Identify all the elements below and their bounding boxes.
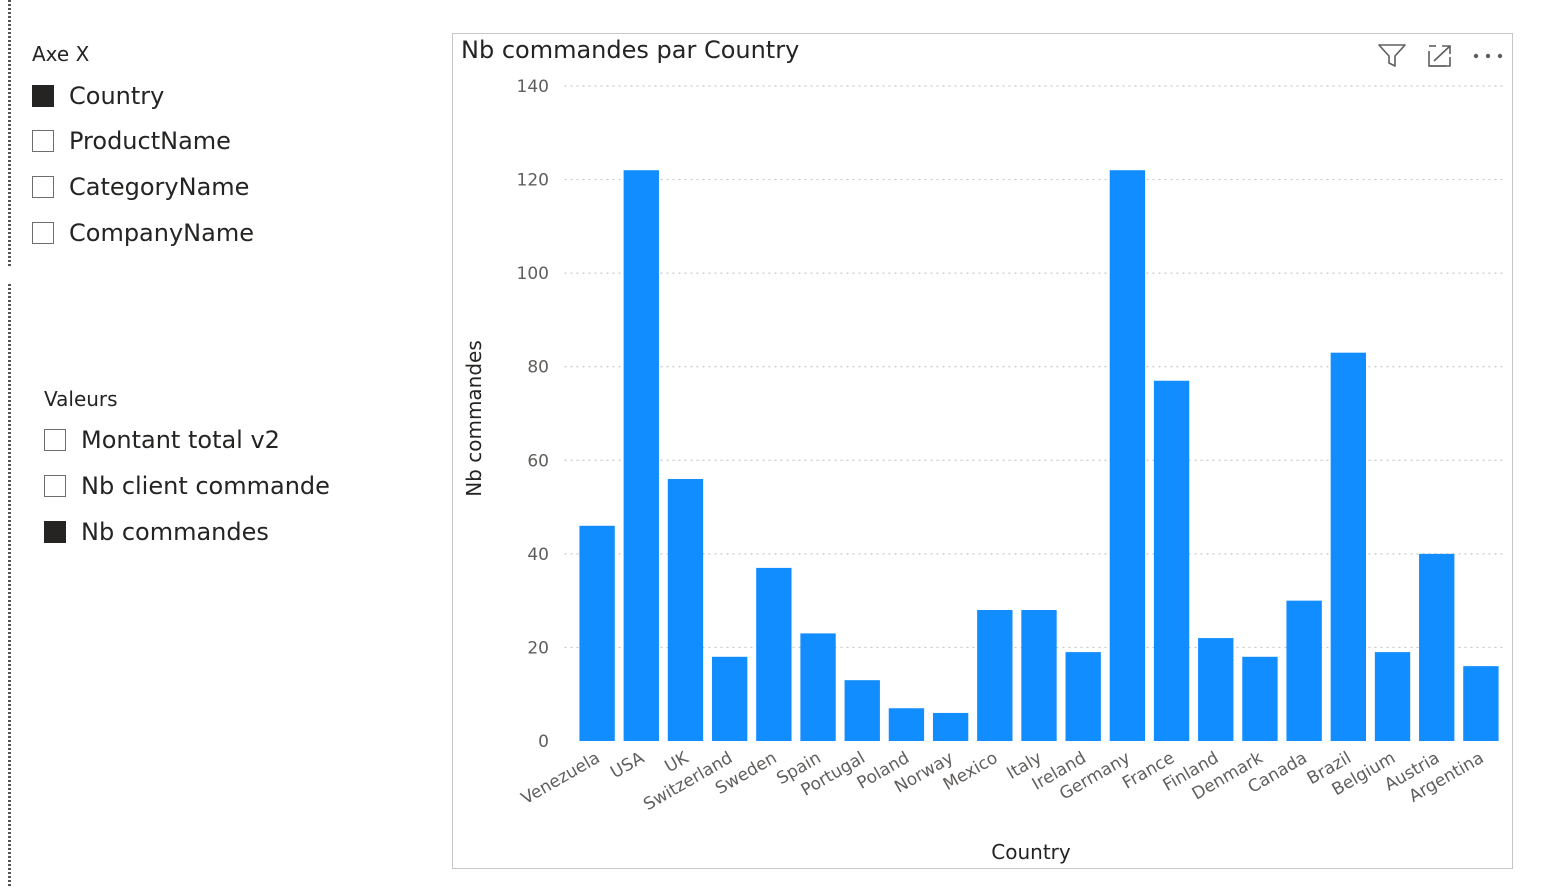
bar xyxy=(1419,553,1455,741)
bar xyxy=(1153,380,1190,741)
value-option-montant-total[interactable]: Montant total v2 xyxy=(44,426,280,454)
axis-companyname-checkbox[interactable] xyxy=(32,222,54,244)
value-option-label: Nb commandes xyxy=(81,518,269,546)
value-option-label: Montant total v2 xyxy=(81,426,280,454)
axis-option-country[interactable]: Country xyxy=(32,82,164,110)
page-border-dotted xyxy=(8,0,11,887)
value-montant-total-checkbox[interactable] xyxy=(44,429,66,451)
axis-productname-checkbox[interactable] xyxy=(32,130,54,152)
bar xyxy=(756,567,792,741)
axis-option-categoryname[interactable]: CategoryName xyxy=(32,173,249,201)
y-tick-label: 40 xyxy=(527,545,549,565)
axis-country-checkbox[interactable] xyxy=(32,85,54,107)
x-tick-label: USA xyxy=(607,748,648,783)
x-axis-title: Country xyxy=(991,840,1071,864)
axis-option-productname[interactable]: ProductName xyxy=(32,127,231,155)
x-tick-label: Venezuela xyxy=(518,748,604,809)
value-nb-commandes-checkbox[interactable] xyxy=(44,521,66,543)
axis-option-label: ProductName xyxy=(69,127,231,155)
bar xyxy=(1065,652,1101,741)
bar xyxy=(1021,610,1057,741)
y-tick-label: 140 xyxy=(517,77,549,97)
focus-mode-icon[interactable] xyxy=(1422,40,1458,72)
visual-header-toolbar xyxy=(1362,40,1506,72)
bar xyxy=(1286,600,1322,741)
bar xyxy=(711,656,748,741)
bar xyxy=(844,680,880,741)
bar xyxy=(800,633,836,741)
axis-option-label: CategoryName xyxy=(69,173,250,201)
value-nb-client-commande-checkbox[interactable] xyxy=(44,475,66,497)
y-axis-title: Nb commandes xyxy=(462,340,486,497)
page-border-gap xyxy=(8,268,11,282)
bar xyxy=(977,610,1013,741)
axis-option-label: CompanyName xyxy=(69,219,254,247)
axis-option-label: Country xyxy=(69,82,165,110)
filter-icon[interactable] xyxy=(1374,40,1410,72)
bar xyxy=(667,479,704,741)
bar xyxy=(1109,170,1146,741)
bar xyxy=(1198,638,1234,741)
y-tick-label: 100 xyxy=(517,264,549,284)
value-option-nb-client-commande[interactable]: Nb client commande xyxy=(44,472,330,500)
bar-chart-visual[interactable]: Nb commandes par Country 0 20 40 60 80 100 120… xyxy=(452,33,1513,869)
y-tick-label: 60 xyxy=(527,451,549,471)
bar xyxy=(888,708,925,741)
bar xyxy=(1242,656,1278,741)
axis-option-companyname[interactable]: CompanyName xyxy=(32,219,254,247)
y-tick-label: 20 xyxy=(527,638,549,658)
axis-slicer-title: Axe X xyxy=(32,42,90,66)
bar xyxy=(932,712,969,741)
y-tick-label: 120 xyxy=(517,171,549,191)
bar xyxy=(579,525,615,741)
bar xyxy=(1330,352,1367,741)
y-tick-label: 0 xyxy=(538,732,549,752)
bar xyxy=(1374,652,1411,741)
chart-title: Nb commandes par Country xyxy=(461,36,800,64)
bar xyxy=(1463,666,1499,741)
axis-categoryname-checkbox[interactable] xyxy=(32,176,54,198)
value-option-label: Nb client commande xyxy=(81,472,330,500)
y-tick-label: 80 xyxy=(527,358,549,378)
value-option-nb-commandes[interactable]: Nb commandes xyxy=(44,518,269,546)
more-options-icon[interactable] xyxy=(1470,40,1506,72)
values-slicer-title: Valeurs xyxy=(44,387,118,411)
bar xyxy=(623,170,659,741)
